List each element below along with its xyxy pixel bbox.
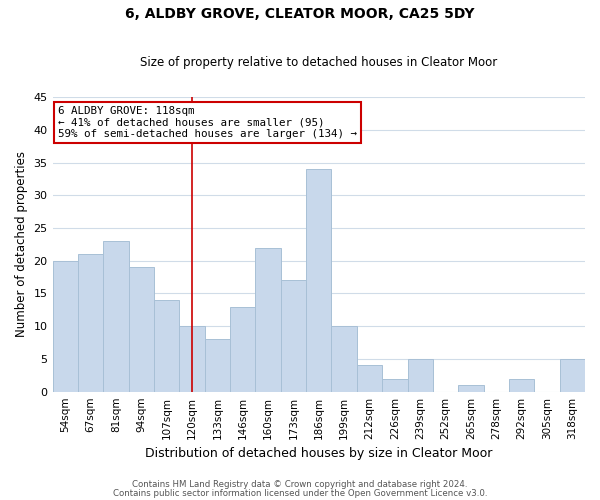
X-axis label: Distribution of detached houses by size in Cleator Moor: Distribution of detached houses by size … (145, 447, 493, 460)
Bar (509, 378, 534, 392)
Bar (407, 359, 433, 392)
Bar (103, 241, 128, 392)
Bar (78, 254, 103, 392)
Bar (230, 306, 256, 392)
Bar (281, 280, 306, 392)
Text: Contains HM Land Registry data © Crown copyright and database right 2024.: Contains HM Land Registry data © Crown c… (132, 480, 468, 489)
Bar (331, 326, 357, 392)
Bar (256, 248, 281, 392)
Title: Size of property relative to detached houses in Cleator Moor: Size of property relative to detached ho… (140, 56, 497, 70)
Bar (382, 378, 407, 392)
Bar (179, 326, 205, 392)
Bar (53, 260, 78, 392)
Bar (306, 169, 331, 392)
Bar (205, 340, 230, 392)
Bar (458, 385, 484, 392)
Bar (357, 366, 382, 392)
Bar (560, 359, 585, 392)
Text: Contains public sector information licensed under the Open Government Licence v3: Contains public sector information licen… (113, 490, 487, 498)
Text: 6, ALDBY GROVE, CLEATOR MOOR, CA25 5DY: 6, ALDBY GROVE, CLEATOR MOOR, CA25 5DY (125, 8, 475, 22)
Bar (128, 268, 154, 392)
Bar (154, 300, 179, 392)
Text: 6 ALDBY GROVE: 118sqm
← 41% of detached houses are smaller (95)
59% of semi-deta: 6 ALDBY GROVE: 118sqm ← 41% of detached … (58, 106, 357, 139)
Y-axis label: Number of detached properties: Number of detached properties (15, 152, 28, 338)
